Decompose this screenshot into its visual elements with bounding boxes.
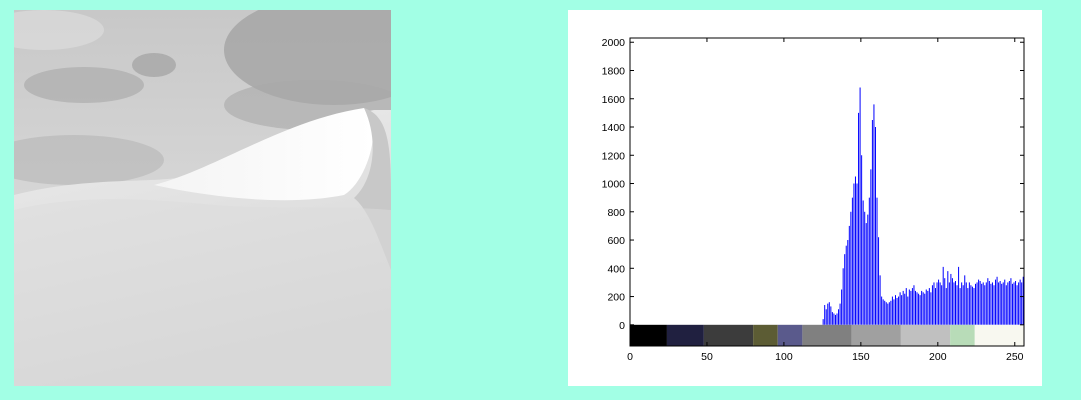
dune-crest [154, 108, 374, 201]
colorbar-segment [777, 324, 803, 346]
colorbar-segment [950, 324, 975, 346]
y-tick-label: 600 [607, 235, 625, 247]
y-tick-label: 1200 [602, 150, 626, 162]
colorbar-segment [666, 324, 704, 346]
x-tick-label: 50 [701, 351, 713, 363]
colorbar-segment [900, 324, 951, 346]
y-tick-label: 2000 [602, 37, 626, 49]
x-tick-label: 200 [929, 351, 947, 363]
y-tick-label: 800 [607, 207, 625, 219]
light-cloud [14, 10, 104, 50]
y-tick-label: 1600 [602, 94, 626, 106]
x-tick-label: 250 [1006, 351, 1024, 363]
colorbar-segment [851, 324, 901, 346]
x-tick-label: 150 [852, 351, 870, 363]
dark-cloud [224, 10, 391, 105]
y-tick-label: 1000 [602, 179, 626, 191]
x-tick-label: 100 [775, 351, 793, 363]
y-tick-label: 0 [619, 320, 625, 332]
sand-foreground [14, 199, 391, 386]
histogram-chart: 0 200 400 600 800 1000 1200 1400 1600 1800 2000 0 50… [602, 37, 1025, 363]
y-tick-label: 1400 [602, 122, 626, 134]
x-tick-label: 0 [627, 351, 633, 363]
colorbar-segment [630, 324, 667, 346]
colorbar-segment [703, 324, 754, 346]
colorbar-segment [974, 324, 1024, 346]
axes-box [629, 37, 1025, 347]
histogram-figure: 0 200 400 600 800 1000 1200 1400 1600 1800 2000 0 50… [568, 10, 1042, 386]
colorbar-segment [802, 324, 852, 346]
cloud [14, 135, 164, 185]
histogram-bars [822, 87, 1024, 325]
cloud [132, 53, 176, 77]
colorbar-segment [753, 324, 778, 346]
y-tick-label: 200 [607, 292, 625, 304]
y-tick-label: 1800 [602, 65, 626, 77]
cloud [24, 67, 144, 103]
y-tick-label: 400 [607, 263, 625, 275]
axis-ticks: 0 200 400 600 800 1000 1200 1400 1600 1800 2000 0 50… [602, 37, 1024, 363]
dune-illustration [14, 10, 391, 386]
grayscale-colorbar [630, 324, 1024, 346]
grayscale-dune-image [14, 10, 391, 386]
